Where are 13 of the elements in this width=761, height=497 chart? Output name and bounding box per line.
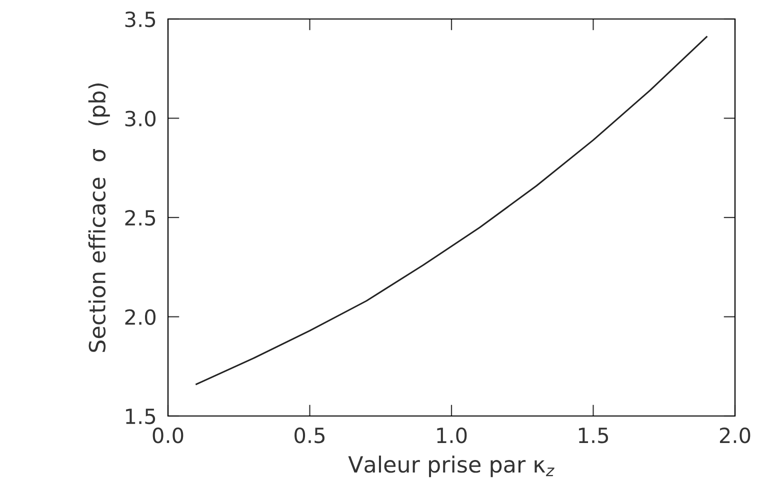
- y-tick-label: 2.0: [125, 309, 156, 325]
- y-tick-label: 2.5: [125, 210, 156, 226]
- x-tick-label: 1.5: [578, 428, 608, 444]
- y-tick-label: 3.0: [125, 110, 156, 126]
- x-tick-label: 0.0: [152, 427, 184, 444]
- y-tick-label: 3.5: [125, 11, 156, 28]
- y-tick-label: 1.5: [126, 408, 156, 424]
- line-series: [196, 36, 708, 386]
- x-axis-title: Valeur prise par κ$_{z}$: [348, 456, 554, 478]
- x-tick-label: 1.0: [437, 427, 467, 444]
- x-tick-label: 0.5: [294, 427, 324, 444]
- x-tick-label: 2.0: [720, 427, 750, 444]
- y-axis-title: Section efficace σ (pb): [88, 84, 110, 352]
